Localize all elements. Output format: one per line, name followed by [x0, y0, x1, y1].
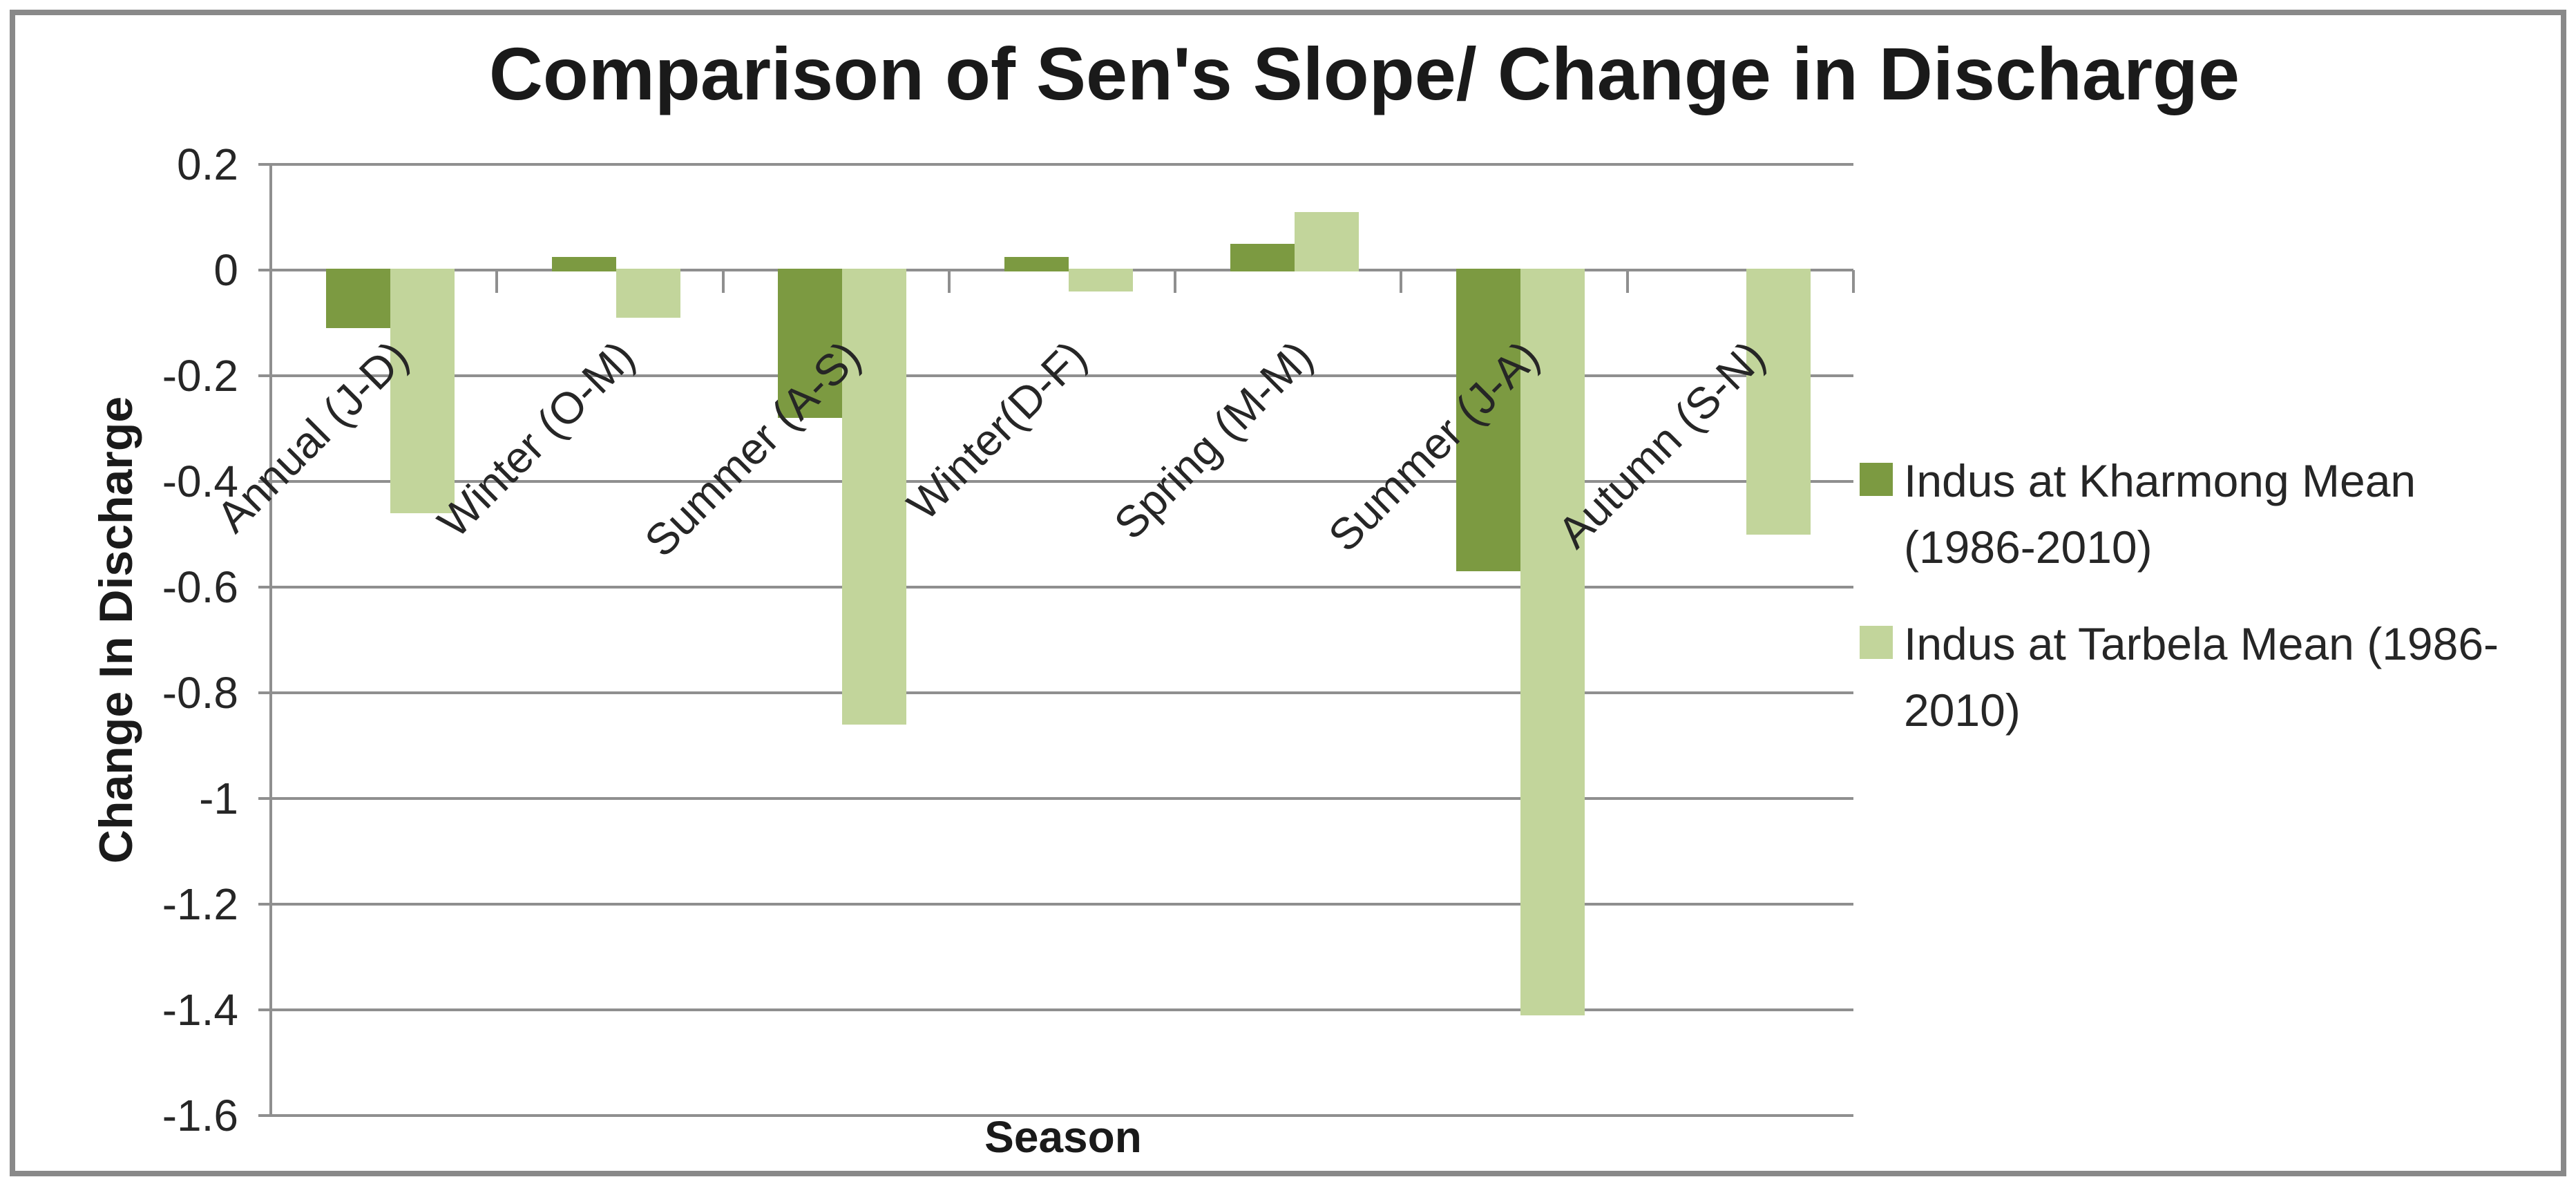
y-tick-label: -0.6 — [162, 562, 238, 612]
figure-border — [10, 10, 2566, 1176]
bar-tarbela-2 — [842, 269, 907, 725]
y-tick-label: -0.8 — [162, 668, 238, 718]
bar-kharmong-0 — [325, 269, 390, 328]
y-tick-label: -1.2 — [162, 879, 238, 929]
legend: Indus at Kharmong Mean (1986-2010) Indus… — [1860, 448, 2537, 774]
gridline — [258, 691, 1853, 694]
y-tick-label: -1.4 — [162, 985, 238, 1035]
gridline — [258, 1114, 1853, 1117]
legend-swatch-kharmong — [1860, 463, 1893, 496]
y-tick-label: -0.2 — [162, 351, 238, 401]
x-boundary-tick — [1625, 270, 1629, 293]
legend-entry-kharmong: Indus at Kharmong Mean (1986-2010) — [1860, 448, 2537, 580]
bar-kharmong-4 — [1230, 244, 1295, 271]
gridline — [258, 163, 1853, 166]
y-tick-label: -0.4 — [162, 457, 238, 506]
bar-tarbela-5 — [1520, 269, 1585, 1015]
gridline — [258, 480, 1853, 483]
x-boundary-tick — [947, 270, 951, 293]
gridline — [258, 1008, 1853, 1011]
x-boundary-tick — [269, 270, 272, 293]
y-tick-label: -1 — [199, 774, 238, 823]
bar-tarbela-1 — [616, 269, 680, 318]
legend-swatch-tarbela — [1860, 626, 1893, 659]
chart-title: Comparison of Sen's Slope/ Change in Dis… — [488, 32, 2240, 115]
y-tick-label: 0 — [213, 245, 238, 295]
y-tick-label: 0.2 — [177, 140, 238, 189]
bar-kharmong-5 — [1456, 269, 1521, 571]
x-boundary-tick — [1852, 270, 1855, 293]
x-boundary-tick — [495, 270, 499, 293]
bar-tarbela-0 — [390, 269, 455, 513]
x-boundary-tick — [1174, 270, 1177, 293]
bar-kharmong-3 — [1004, 257, 1069, 271]
x-axis-title: Season — [984, 1112, 1142, 1162]
gridline — [258, 374, 1853, 377]
x-boundary-tick — [1400, 270, 1403, 293]
legend-entry-tarbela: Indus at Tarbela Mean (1986-2010) — [1860, 611, 2537, 743]
y-axis-line — [269, 163, 272, 1116]
bar-kharmong-1 — [551, 257, 616, 271]
bar-kharmong-2 — [778, 269, 843, 418]
bar-tarbela-3 — [1068, 269, 1133, 291]
gridline — [258, 903, 1853, 906]
y-tick-label: -1.6 — [162, 1091, 238, 1140]
x-boundary-tick — [721, 270, 725, 293]
legend-label-tarbela: Indus at Tarbela Mean (1986-2010) — [1904, 618, 2499, 736]
bar-tarbela-6 — [1746, 269, 1811, 535]
gridline — [258, 797, 1853, 800]
bar-tarbela-4 — [1294, 212, 1359, 271]
gridline — [258, 586, 1853, 589]
legend-label-kharmong: Indus at Kharmong Mean (1986-2010) — [1904, 455, 2416, 573]
